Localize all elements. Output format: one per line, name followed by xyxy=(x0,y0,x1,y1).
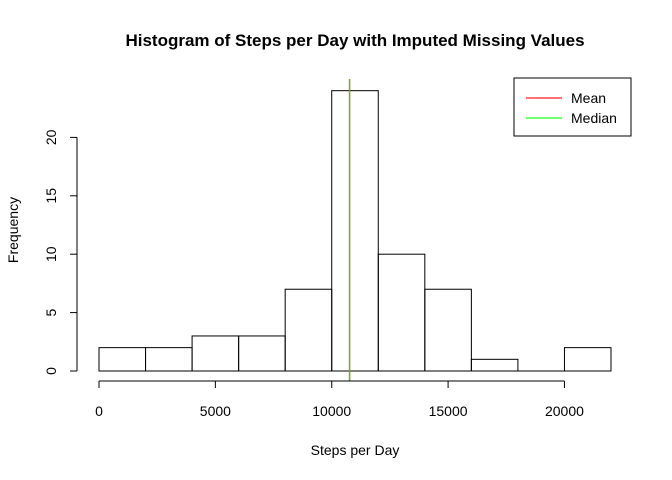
histogram-bar xyxy=(331,90,379,372)
x-tick-label: 10000 xyxy=(312,403,351,419)
histogram-bar xyxy=(191,335,240,372)
legend: Mean Median xyxy=(513,77,632,137)
x-tick-label: 20000 xyxy=(545,403,584,419)
y-axis-label: Frequency xyxy=(5,197,21,263)
x-axis: 0 5000 10000 15000 20000 xyxy=(95,380,584,419)
legend-label: Mean xyxy=(571,90,606,106)
histogram-bar xyxy=(284,288,333,372)
y-tick-label: 15 xyxy=(43,188,59,204)
y-tick-label: 0 xyxy=(43,367,59,375)
histogram-bar xyxy=(424,288,472,372)
histogram-bar xyxy=(377,253,426,372)
legend-label: Median xyxy=(571,110,617,126)
y-axis: 0 5 10 15 20 xyxy=(43,129,78,375)
y-tick-label: 5 xyxy=(43,308,59,316)
histogram-bars xyxy=(98,90,612,372)
histogram-bar xyxy=(98,347,147,372)
y-tick-label: 20 xyxy=(43,129,59,145)
y-tick-label: 10 xyxy=(43,246,59,262)
x-axis-label: Steps per Day xyxy=(311,442,400,458)
legend-box xyxy=(513,77,632,137)
x-tick-label: 5000 xyxy=(200,403,231,419)
x-tick-label: 15000 xyxy=(429,403,468,419)
histogram-bar xyxy=(238,335,286,372)
histogram-bar xyxy=(145,347,193,372)
histogram-bar xyxy=(470,358,519,372)
chart-title: Histogram of Steps per Day with Imputed … xyxy=(125,31,584,50)
histogram-bar xyxy=(563,347,612,372)
x-tick-label: 0 xyxy=(95,403,103,419)
